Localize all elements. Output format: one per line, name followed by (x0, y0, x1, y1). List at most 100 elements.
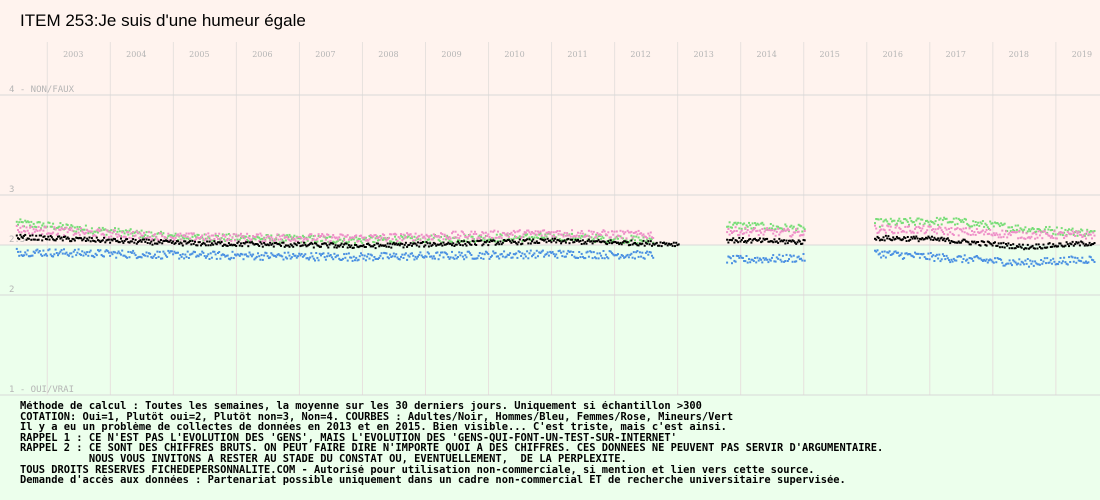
data-point (358, 255, 361, 258)
data-point (42, 229, 45, 232)
data-point (425, 255, 428, 258)
data-point (180, 234, 183, 237)
data-point (19, 233, 22, 236)
data-point (392, 242, 395, 244)
data-point (602, 237, 605, 239)
data-point (994, 221, 996, 224)
data-point (147, 231, 150, 234)
data-point (627, 244, 630, 247)
data-point (769, 259, 772, 262)
data-point (80, 227, 82, 230)
data-point (561, 240, 564, 243)
data-point (634, 239, 636, 242)
data-point (762, 257, 765, 259)
data-point (344, 235, 347, 238)
data-point (258, 255, 261, 258)
data-point (915, 219, 918, 222)
data-point (305, 245, 308, 248)
data-point (649, 251, 652, 254)
data-point (86, 229, 89, 231)
data-point (132, 234, 135, 237)
data-point (1074, 231, 1077, 234)
data-point (732, 237, 735, 240)
data-point (448, 236, 451, 238)
data-point (558, 238, 561, 240)
data-point (464, 236, 467, 238)
data-point (1021, 261, 1024, 264)
data-point (795, 228, 798, 230)
data-point (254, 243, 257, 245)
data-point (129, 251, 132, 254)
data-point (469, 252, 472, 255)
data-point (377, 242, 379, 245)
data-point (618, 257, 621, 260)
data-point (417, 255, 419, 258)
data-point (386, 237, 389, 239)
data-point (973, 224, 976, 227)
data-point (253, 236, 256, 238)
data-point (143, 235, 145, 238)
data-point (425, 233, 428, 236)
data-point (18, 221, 21, 224)
data-point (402, 257, 405, 259)
data-point (878, 225, 881, 228)
data-point (572, 235, 575, 238)
data-point (998, 225, 1001, 228)
data-point (111, 232, 114, 234)
data-point (991, 244, 994, 247)
data-point (283, 251, 286, 254)
data-point (20, 231, 23, 234)
data-point (157, 240, 160, 243)
data-point (908, 225, 910, 228)
data-point (164, 239, 167, 242)
data-point (552, 231, 555, 234)
data-point (521, 252, 524, 255)
data-point (960, 255, 963, 258)
data-point (802, 239, 805, 241)
data-point (42, 235, 45, 238)
data-point (1031, 232, 1034, 235)
data-point (1076, 234, 1079, 237)
data-point (584, 241, 587, 244)
data-point (541, 249, 544, 252)
data-point (1011, 247, 1013, 250)
data-point (391, 243, 394, 246)
data-point (52, 238, 55, 241)
data-point (48, 232, 51, 235)
data-point (1061, 234, 1064, 237)
data-point (463, 240, 466, 243)
data-point (756, 229, 759, 232)
data-point (48, 238, 51, 241)
data-point (224, 235, 227, 238)
data-point (212, 239, 215, 242)
data-point (997, 242, 1000, 245)
data-point (883, 239, 886, 242)
data-point (762, 223, 765, 226)
data-point (1025, 262, 1028, 265)
data-point (1021, 230, 1024, 233)
data-point (75, 236, 78, 239)
data-point (909, 253, 912, 256)
data-point (575, 256, 578, 259)
data-point (788, 229, 790, 232)
data-point (98, 226, 101, 229)
data-point (915, 226, 918, 229)
data-point (949, 220, 952, 223)
data-point (891, 239, 893, 242)
data-point (584, 233, 587, 236)
data-point (1053, 260, 1056, 263)
data-point (945, 228, 948, 231)
data-point (459, 240, 462, 243)
data-point (641, 240, 644, 243)
data-point (774, 240, 777, 243)
data-point (1029, 246, 1032, 249)
data-point (941, 219, 944, 222)
data-point (349, 256, 352, 259)
data-point (354, 241, 356, 244)
data-point (92, 255, 95, 258)
data-point (526, 233, 529, 236)
data-point (229, 239, 232, 242)
data-point (214, 242, 217, 245)
data-point (261, 258, 264, 261)
data-point (274, 254, 276, 257)
